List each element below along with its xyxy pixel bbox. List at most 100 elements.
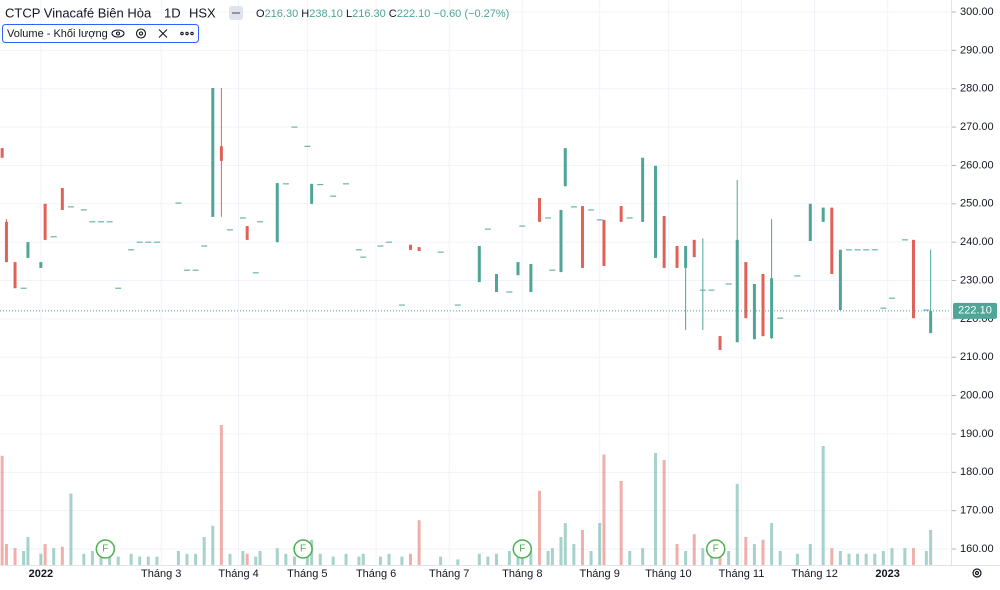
candle-body (854, 249, 861, 251)
candle-body (863, 249, 870, 251)
y-tick-label: 170.00 (960, 505, 994, 517)
candle-body (761, 274, 765, 337)
candle-body (519, 225, 526, 227)
volume-bar (684, 551, 688, 565)
y-tick-label: 250.00 (960, 198, 994, 210)
volume-bar (701, 548, 705, 565)
y-tick-label: 300.00 (960, 6, 994, 18)
ohlc-value: 238.10 (309, 8, 343, 20)
candle-body (725, 283, 732, 285)
volume-bar (361, 553, 365, 565)
legend-icons[interactable] (111, 28, 194, 39)
volume-legend-box[interactable] (2, 24, 199, 43)
volume-bar (761, 539, 765, 565)
candle-body (537, 198, 541, 222)
candle-body (821, 207, 825, 222)
volume-bar (744, 537, 748, 565)
candle-body (43, 203, 47, 240)
candle-body (136, 241, 143, 243)
candle-body (175, 202, 182, 204)
volume-legend: Volume - Khối lượng (7, 28, 108, 40)
volume-bar (752, 544, 756, 565)
volume-bar (572, 544, 576, 565)
candle-body (808, 203, 812, 242)
candle-body (830, 207, 834, 275)
candle-body (580, 206, 584, 268)
candle-body (626, 217, 633, 219)
candle-body (929, 310, 933, 334)
volume-bar (0, 455, 4, 565)
volume-bar (138, 556, 142, 565)
x-tick-label: 2022 (29, 568, 53, 580)
y-tick-label: 280.00 (960, 83, 994, 95)
candle-body (304, 145, 311, 147)
x-tick-label: Tháng 3 (141, 568, 181, 580)
candle-body (901, 239, 908, 241)
candle-body (545, 217, 552, 219)
volume-bar (43, 544, 47, 565)
candle-body (559, 209, 563, 273)
volume-bar (856, 553, 860, 565)
volume-bar (873, 553, 877, 565)
candle-body (596, 219, 603, 221)
y-tick-label: 230.00 (960, 274, 994, 286)
volume-bar (559, 537, 563, 565)
volume-bar (357, 556, 361, 565)
volume-bar (847, 553, 851, 565)
volume-bar (654, 453, 658, 565)
volume-bar (146, 556, 150, 565)
candle-body (343, 183, 350, 185)
volume-bar (537, 490, 541, 565)
candle-body (386, 241, 393, 243)
candle-body (662, 216, 666, 268)
volume-bar (864, 553, 868, 565)
settings-icon[interactable] (972, 568, 982, 578)
volume-bar (911, 548, 915, 565)
y-tick-label: 290.00 (960, 44, 994, 56)
x-tick-label: Tháng 4 (218, 568, 258, 580)
volume-bar (929, 530, 933, 565)
volume-bar (619, 481, 623, 565)
symbol-title: CTCP Vinacafé Biên Hòa (5, 5, 152, 20)
candle-body (39, 262, 43, 268)
volume-bar (598, 523, 602, 565)
volume-bar (39, 553, 43, 565)
x-tick-label: Tháng 11 (719, 568, 765, 580)
candle-body (602, 219, 606, 266)
candle-body (718, 336, 722, 350)
candle-body (252, 272, 259, 274)
candle-body (106, 221, 113, 223)
candle-body (67, 206, 74, 208)
volume-bar (245, 553, 249, 565)
ohlc-value: 216.30 (352, 8, 386, 20)
candle-body (641, 157, 645, 222)
candle-body (708, 289, 715, 291)
volume-bar (241, 551, 245, 565)
candle-body (245, 226, 249, 240)
candle-body (845, 249, 852, 251)
volume-bar (546, 551, 550, 565)
x-tick-label: Tháng 6 (356, 568, 396, 580)
y-tick-label: 200.00 (960, 390, 994, 402)
candle-body (153, 241, 160, 243)
volume-bar (838, 551, 842, 565)
volume-bar (563, 523, 567, 565)
candle-body (201, 245, 208, 247)
event-label: F (102, 544, 108, 555)
candle-body (735, 239, 739, 343)
candle-body (98, 221, 105, 223)
candle-body (911, 239, 915, 319)
ohlc-label: O (256, 8, 265, 20)
candle-body (377, 245, 384, 247)
candle-body (494, 274, 498, 293)
candle-body (675, 246, 679, 268)
volume-bar (456, 559, 460, 565)
event-label: F (713, 544, 719, 555)
x-tick-label: Tháng 8 (502, 568, 542, 580)
volume-bar (228, 553, 232, 565)
y-tick-label: 270.00 (960, 121, 994, 133)
candle-body (588, 209, 595, 211)
candle-body (871, 249, 878, 251)
candle-body (619, 206, 623, 222)
